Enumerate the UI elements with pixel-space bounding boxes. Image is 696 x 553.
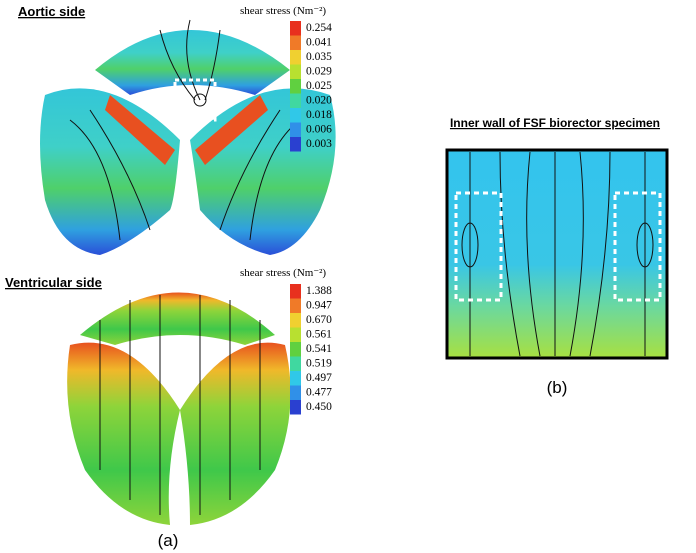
colorbar-swatch [290, 284, 301, 299]
colorbar-label: 0.254 [306, 22, 332, 34]
colorbar-label: 1.388 [306, 285, 332, 297]
colorbar: 0.254 0.041 0.035 0.029 0.025 0.020 0.018 0.006… [290, 21, 332, 152]
colorbar-swatch [290, 64, 301, 79]
section-label: Ventricular side [5, 275, 102, 290]
colorbar-label: 0.025 [306, 80, 332, 92]
colorbar-label: 0.477 [306, 386, 332, 398]
colorbar-label: 0.670 [306, 314, 332, 326]
colorbar-label: 0.018 [306, 109, 332, 121]
colorbar-swatch [290, 108, 301, 123]
colorbar-swatch [290, 342, 301, 357]
section-label: Aortic side [18, 4, 85, 19]
colorbar-label: 0.561 [306, 328, 332, 340]
colorbar-swatch [290, 79, 301, 94]
colorbar-label: 0.519 [306, 357, 332, 369]
section-label: Inner wall of FSF biorector specimen [450, 116, 660, 130]
colorbar-swatch [290, 93, 301, 108]
colorbar: 1.388 0.947 0.670 0.561 0.541 0.519 0.497 0.477… [290, 284, 332, 415]
colorbar-title: shear stress (Nm⁻²) [240, 267, 326, 279]
colorbar-label: 0.003 [306, 138, 332, 150]
colorbar-swatch [290, 400, 301, 415]
colorbar-label: 0.020 [306, 94, 332, 106]
colorbar-label: 0.497 [306, 372, 332, 384]
colorbar-swatch [290, 385, 301, 400]
specimen-image [445, 148, 669, 360]
colorbar-title: shear stress (Nm⁻²) [240, 5, 326, 17]
colorbar-swatch [290, 50, 301, 65]
panel-caption: (a) [158, 531, 179, 550]
colorbar-label: 0.041 [306, 36, 332, 48]
colorbar-label: 0.450 [306, 401, 332, 413]
colorbar-swatch [290, 122, 301, 137]
colorbar-label: 0.006 [306, 123, 332, 135]
colorbar-swatch [290, 35, 301, 50]
colorbar-swatch [290, 21, 301, 36]
colorbar-swatch [290, 298, 301, 313]
colorbar-label: 0.541 [306, 343, 332, 355]
panel-caption: (b) [547, 378, 568, 397]
colorbar-label: 0.947 [306, 299, 332, 311]
ventricular-leaflets [67, 292, 291, 525]
colorbar-swatch [290, 356, 301, 371]
colorbar-swatch [290, 371, 301, 386]
colorbar-swatch [290, 327, 301, 342]
colorbar-label: 0.035 [306, 51, 332, 63]
colorbar-swatch [290, 137, 301, 152]
colorbar-label: 0.029 [306, 65, 332, 77]
colorbar-swatch [290, 313, 301, 328]
